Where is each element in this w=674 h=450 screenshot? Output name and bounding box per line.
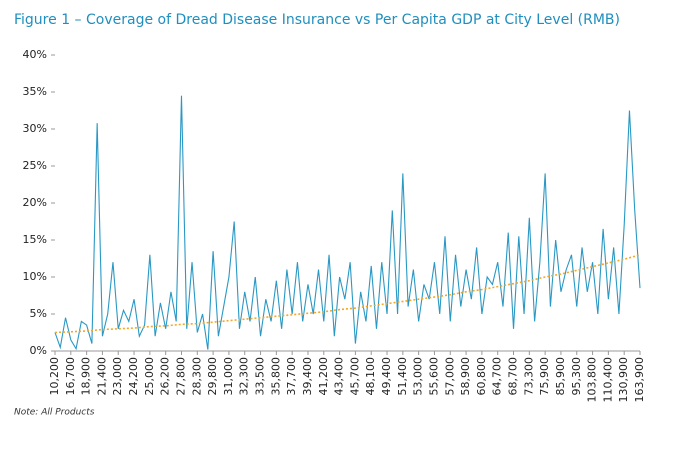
x-tick-label: 29,800 <box>206 357 219 396</box>
x-tick-label: 32,300 <box>238 357 251 396</box>
x-tick-label: 39,400 <box>301 357 314 396</box>
x-tick-label: 28,300 <box>190 357 203 396</box>
y-tick-label: 30% <box>23 122 47 135</box>
x-tick-label: 33,500 <box>254 357 267 396</box>
y-tick-label: 0% <box>30 344 47 357</box>
x-tick-label: 41,200 <box>317 357 330 396</box>
x-tick-label: 16,700 <box>64 357 77 396</box>
x-tick-label: 58,900 <box>459 357 472 396</box>
x-tick-label: 24,200 <box>127 357 140 396</box>
x-tick-label: 163,900 <box>633 357 646 403</box>
x-tick-label: 55,600 <box>427 357 440 396</box>
x-tick-label: 26,200 <box>159 357 172 396</box>
y-tick-label: 20% <box>23 196 47 209</box>
x-tick-label: 51,400 <box>396 357 409 396</box>
x-tick-label: 85,900 <box>554 357 567 396</box>
x-tick-label: 49,400 <box>380 357 393 396</box>
x-tick-label: 31,000 <box>222 357 235 396</box>
x-tick-label: 27,800 <box>174 357 187 396</box>
y-tick-label: 40% <box>23 48 47 61</box>
y-tick-label: 25% <box>23 159 47 172</box>
x-tick-label: 10,200 <box>48 357 61 396</box>
x-tick-label: 37,700 <box>285 357 298 396</box>
data-line <box>54 95 641 351</box>
x-tick-label: 75,900 <box>538 357 551 396</box>
x-tick-label: 25,000 <box>143 357 156 396</box>
x-tick-label: 103,800 <box>586 357 599 403</box>
note: Note: All Products <box>14 408 95 418</box>
chart-title: Figure 1 – Coverage of Dread Disease Ins… <box>14 12 620 28</box>
y-tick-label: 10% <box>23 270 47 283</box>
x-tick-label: 23,000 <box>111 357 124 396</box>
x-tick-label: 130,900 <box>617 357 630 403</box>
x-tick-label: 68,700 <box>507 357 520 396</box>
y-tick-label: 35% <box>23 85 47 98</box>
x-tick-label: 18,900 <box>80 357 93 396</box>
y-tick-label: 15% <box>23 233 47 246</box>
x-tick-label: 35,800 <box>269 357 282 396</box>
x-tick-label: 110,400 <box>601 357 614 403</box>
x-tick-label: 48,100 <box>364 357 377 396</box>
y-tick-label: 5% <box>30 307 47 320</box>
x-tick-label: 53,000 <box>412 357 425 396</box>
x-tick-label: 43,400 <box>333 357 346 396</box>
x-tick-label: 45,700 <box>348 357 361 396</box>
x-tick-label: 73,300 <box>522 357 535 396</box>
x-tick-label: 95,300 <box>570 357 583 396</box>
x-tick-label: 64,700 <box>491 357 504 396</box>
x-tick-label: 21,400 <box>95 357 108 396</box>
x-tick-label: 60,800 <box>475 357 488 396</box>
x-tick-label: 57,000 <box>443 357 456 396</box>
trend-line <box>54 254 641 334</box>
